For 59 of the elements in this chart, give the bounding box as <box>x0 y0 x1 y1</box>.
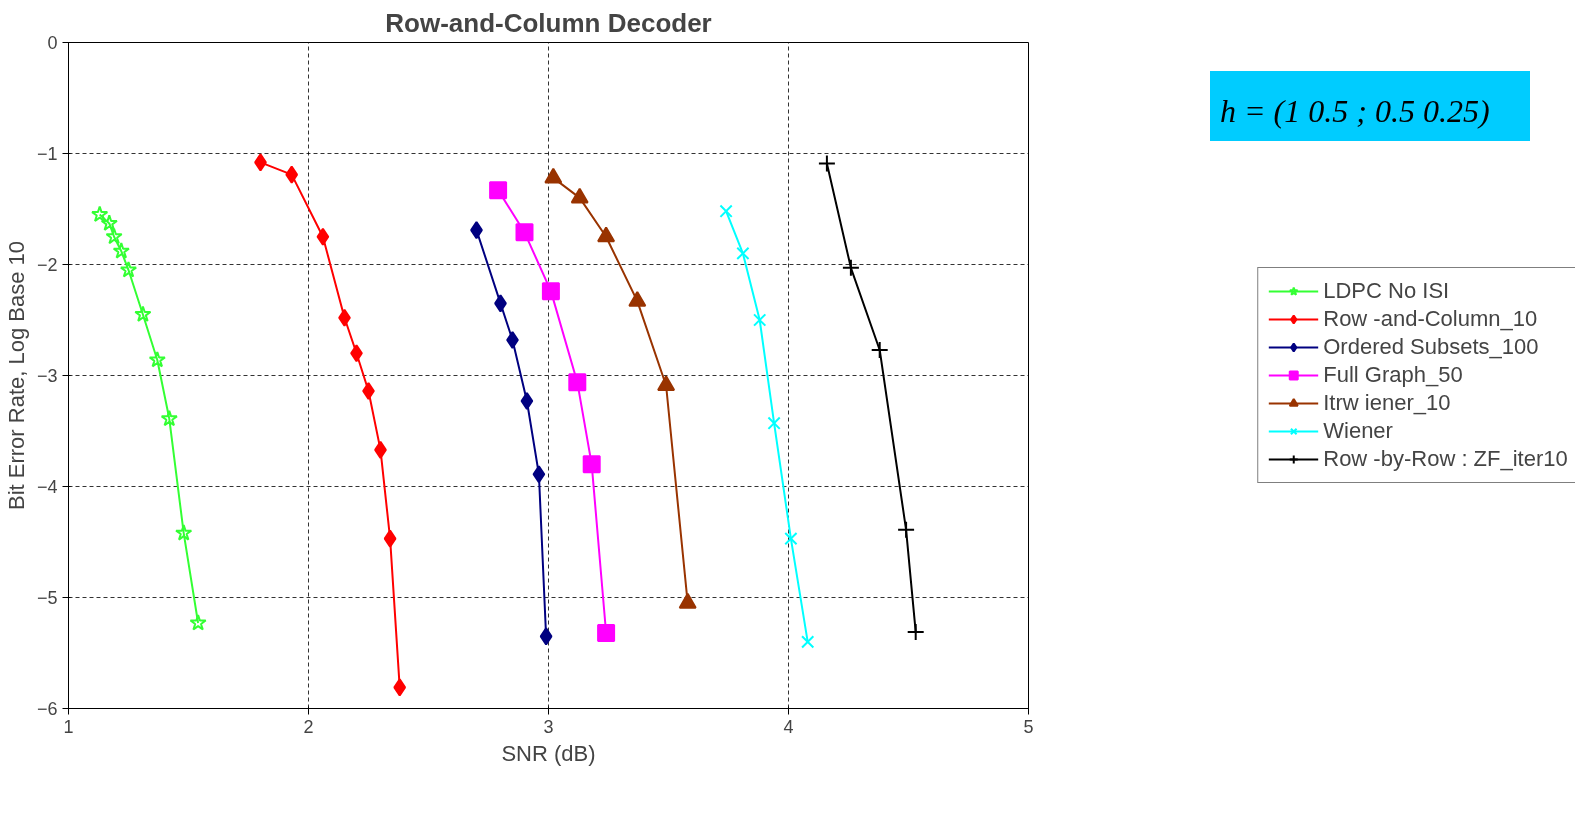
point <box>515 223 534 242</box>
point <box>316 227 330 246</box>
legend-label: Ordered Subsets_100 <box>1323 334 1539 360</box>
legend-label: Row -and-Column_10 <box>1323 306 1538 332</box>
point <box>841 258 860 277</box>
point <box>532 465 546 484</box>
point <box>753 313 767 327</box>
point <box>767 416 781 430</box>
point <box>582 455 601 474</box>
x-tick-label: 3 <box>543 716 554 737</box>
point <box>134 305 152 322</box>
legend-label: LDPC No ISI <box>1323 278 1450 304</box>
y-tick-label: −1 <box>36 144 58 164</box>
x-axis-title: SNR (dB) <box>501 740 596 766</box>
point <box>719 204 733 218</box>
y-tick-label: −6 <box>36 699 58 719</box>
y-axis-title: Bit Error Rate, Log Base 10 <box>3 240 29 511</box>
y-tick-label: −3 <box>36 366 58 386</box>
point <box>817 154 836 173</box>
point <box>784 532 798 546</box>
point <box>119 261 138 278</box>
x-tick-label: 4 <box>783 716 794 737</box>
chart-title: Row-and-Column Decoder <box>385 7 712 38</box>
point <box>489 181 508 200</box>
legend-label: Itrw iener_10 <box>1323 390 1451 416</box>
x-tick-label: 5 <box>1023 716 1034 737</box>
point <box>112 242 130 259</box>
point <box>383 529 397 548</box>
x-tick-label: 1 <box>63 716 74 737</box>
point <box>597 226 616 243</box>
point <box>100 214 118 231</box>
point <box>285 165 299 184</box>
x-tick-label: 2 <box>303 716 314 737</box>
legend-label: Full Graph_50 <box>1323 362 1463 388</box>
text: h = (1 0.5 ; 0.5 0.25) <box>1220 92 1490 131</box>
point <box>736 246 750 261</box>
point <box>175 524 193 541</box>
y-tick-label: −4 <box>36 477 58 497</box>
point <box>539 627 553 646</box>
point <box>520 392 534 411</box>
point <box>105 227 123 245</box>
point <box>148 350 166 368</box>
point <box>91 205 109 223</box>
point <box>189 614 207 631</box>
point <box>657 375 676 392</box>
y-tick-label: 0 <box>47 33 58 53</box>
point <box>597 624 616 643</box>
point <box>801 635 815 649</box>
point <box>870 340 889 359</box>
point <box>393 678 407 697</box>
point <box>897 520 916 539</box>
point <box>541 282 560 301</box>
legend-label: Wiener <box>1323 418 1393 444</box>
legend-label: Row -by-Row : ZF_iter10 <box>1323 446 1568 472</box>
y-tick-label: −2 <box>36 255 58 275</box>
y-tick-label: −5 <box>36 588 58 608</box>
point <box>160 409 178 427</box>
point <box>568 373 587 392</box>
point <box>906 622 925 641</box>
